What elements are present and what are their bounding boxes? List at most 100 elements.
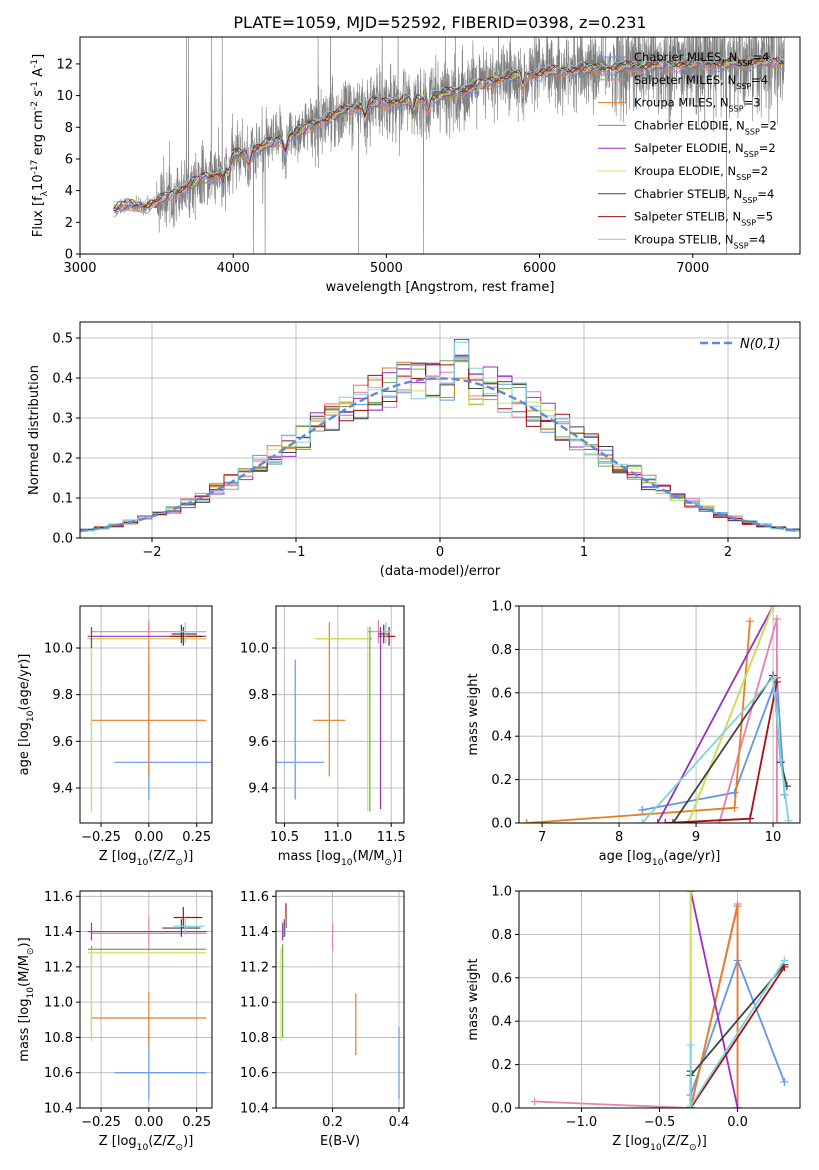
axes-frame: −1.0 −0.5 0.0 0.0 0.2 0.4 0.6 0.8 1.0 Z [log10(Z/… xyxy=(466,885,801,1153)
errorbar-point xyxy=(173,906,203,929)
weight-marker xyxy=(769,673,778,682)
errorbar-point xyxy=(171,624,197,644)
y-tick-label: 0.0 xyxy=(491,1102,512,1117)
weight-series xyxy=(661,677,781,823)
x-tick-label: 0.00 xyxy=(134,1115,163,1130)
weight-marker xyxy=(686,1101,695,1108)
y-tick-label: 9.8 xyxy=(52,688,73,703)
y-axis-label: age [log10(age/yr)] xyxy=(17,654,36,776)
panel-residuals: −2 −1 0 1 2 0.0 0.1 0.2 0.3 0.4 0.5 (data-model)/er… xyxy=(27,321,801,579)
y-tick-label: 10.8 xyxy=(240,1031,269,1046)
plot-area xyxy=(530,891,789,1108)
legend-model-name: Kroupa ELODIE, N xyxy=(634,164,736,178)
weight-marker xyxy=(653,819,662,823)
y-tick-label: 11.2 xyxy=(240,960,269,975)
weight-series-line xyxy=(689,966,786,1108)
x-tick-label: −0.5 xyxy=(644,1115,676,1130)
y-tick-label: 6 xyxy=(65,152,73,167)
y-tick-label: 0.4 xyxy=(52,372,73,387)
legend-nssp-value: =2 xyxy=(751,164,768,178)
legend-model-name: Chabrier MILES, N xyxy=(634,50,737,64)
axes-frame: 3000 4000 5000 6000 7000 0 2 4 6 8 10 12 wavelength … xyxy=(30,36,801,295)
legend-nssp-value: =3 xyxy=(744,96,761,110)
legend-label: Salpeter MILES, NSSP=4 xyxy=(634,73,768,91)
legend-nssp-value: =4 xyxy=(751,73,768,87)
plot-area xyxy=(522,606,793,823)
y-tick-label: 9.4 xyxy=(52,782,73,797)
legend-label: Kroupa STELIB, NSSP=4 xyxy=(634,232,766,250)
x-tick-label: 9 xyxy=(692,830,700,845)
y-tick-label: 10.0 xyxy=(44,642,73,657)
errorbar-point xyxy=(87,922,207,941)
x-tick-label: −0.25 xyxy=(81,830,121,845)
weight-series xyxy=(668,671,791,823)
errorbar-point xyxy=(91,991,207,1045)
weight-series xyxy=(653,606,778,823)
y-tick-label: 0.0 xyxy=(491,817,512,832)
plot-area xyxy=(80,339,800,533)
x-axis-label: mass [log10(M/M⊙)] xyxy=(278,849,402,868)
plot-area xyxy=(280,903,400,1100)
x-tick-label: 0.00 xyxy=(134,830,163,845)
axes-border xyxy=(275,890,405,1109)
y-tick-label: 9.8 xyxy=(248,688,269,703)
legend-model-name: Salpeter ELODIE, N xyxy=(634,141,744,155)
errorbar-point xyxy=(378,624,390,644)
weight-series-line xyxy=(526,621,751,823)
errorbar-point xyxy=(87,949,207,1041)
axes-frame: −0.25 0.00 0.25 10.4 10.6 10.8 11.0 11.2 11.4 11.… xyxy=(17,890,213,1153)
x-tick-label: −0.25 xyxy=(81,1115,121,1130)
errorbar-point xyxy=(173,917,205,936)
y-tick-label: 9.4 xyxy=(248,782,269,797)
weight-marker xyxy=(745,617,754,626)
x-tick-label: 11.5 xyxy=(377,830,406,845)
legend-ssp-subscript: SSP xyxy=(745,127,760,136)
panel-weight_vs_age: 7 8 9 10 0.0 0.2 0.4 0.6 0.8 1.0 age [log10(age/yr… xyxy=(466,600,801,868)
legend-ssp-subscript: SSP xyxy=(737,59,752,68)
weight-marker xyxy=(776,756,785,765)
x-tick-label: −1 xyxy=(286,545,305,560)
spectrum-model-line xyxy=(113,55,785,212)
axes-border xyxy=(79,605,213,824)
panel-spectrum: 3000 4000 5000 6000 7000 0 2 4 6 8 10 12 wavelength … xyxy=(30,36,801,295)
legend-label: Kroupa ELODIE, NSSP=2 xyxy=(634,164,768,182)
y-tick-label: 0 xyxy=(65,248,73,263)
errorbar-point xyxy=(378,627,383,809)
legend-ssp-subscript: SSP xyxy=(734,241,749,250)
errorbar-point xyxy=(316,627,372,812)
weight-marker xyxy=(733,902,742,911)
legend-nssp-value: =4 xyxy=(752,50,769,64)
legend-ssp-subscript: SSP xyxy=(742,195,757,204)
axes-frame: 10.5 11.0 11.5 9.4 9.6 9.8 10.0 mass [log10(M/M… xyxy=(240,605,406,868)
y-tick-label: 10.6 xyxy=(240,1066,269,1081)
errorbar-point xyxy=(87,627,207,812)
weight-series-line xyxy=(656,606,774,823)
weight-marker xyxy=(530,1097,539,1106)
x-tick-label: 10 xyxy=(765,830,782,845)
y-tick-label: 0.8 xyxy=(491,643,512,658)
y-tick-label: 0.2 xyxy=(491,1058,512,1073)
residual-histogram xyxy=(80,360,800,530)
plot-area xyxy=(87,620,212,812)
legend-model-name: Salpeter MILES, N xyxy=(634,73,736,87)
x-axis-label: E(B-V) xyxy=(320,1134,360,1149)
y-tick-label: 0.1 xyxy=(52,492,73,507)
legend-label: Chabrier STELIB, NSSP=4 xyxy=(634,187,774,205)
y-axis-label: mass weight xyxy=(466,958,481,1040)
axes-frame: 7 8 9 10 0.0 0.2 0.4 0.6 0.8 1.0 age [log10(age/yr… xyxy=(466,600,801,868)
y-tick-label: 0.0 xyxy=(52,532,73,547)
legend-model-name: Salpeter STELIB, N xyxy=(634,210,741,224)
errorbar-point xyxy=(162,919,201,937)
y-tick-label: 11.0 xyxy=(240,996,269,1011)
errorbar-point xyxy=(87,627,207,812)
legend-label: Salpeter STELIB, NSSP=5 xyxy=(634,210,773,228)
x-tick-label: 5000 xyxy=(370,261,403,276)
y-tick-label: 0.2 xyxy=(491,773,512,788)
legend-model-name: Chabrier STELIB, N xyxy=(634,187,742,201)
x-axis-label: Z [log10(Z/Z⊙)] xyxy=(99,1134,194,1153)
x-axis-label: (data-model)/error xyxy=(380,564,501,579)
x-tick-label: −1.0 xyxy=(566,1115,598,1130)
weight-marker xyxy=(784,816,793,823)
weight-marker xyxy=(638,805,647,814)
